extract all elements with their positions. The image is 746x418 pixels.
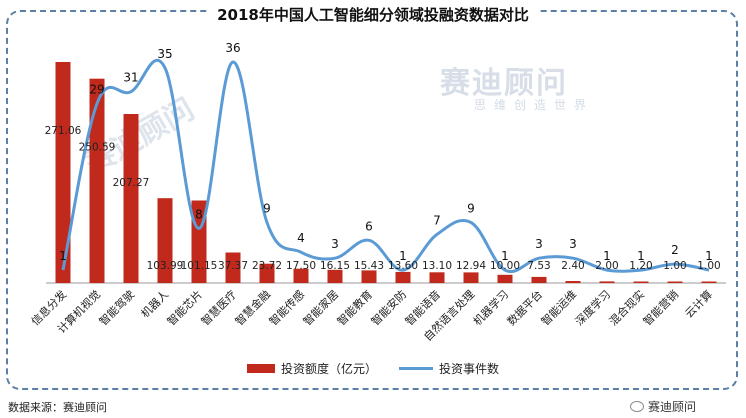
bar-1 [89,78,105,283]
bar-value-label-9: 15.43 [354,260,384,272]
bar-5 [225,252,241,283]
x-tick-label-15: 智能运维 [538,287,579,328]
brand-mark: 赛迪顾问 [630,398,696,415]
bar-value-label-17: 1.20 [629,260,652,272]
bar-8 [327,269,343,283]
legend-label-investment: 投资额度（亿元） [280,362,377,376]
wechat-icon [630,401,644,412]
watermark-main: 赛迪顾问 [440,66,568,101]
bar-value-label-7: 17.50 [286,260,316,272]
x-tick-label-8: 智能家居 [300,287,341,328]
bar-value-label-2: 207.27 [113,177,150,189]
legend: 投资额度（亿元） 投资事件数 [0,360,746,377]
bar-15 [565,281,581,283]
event-count-label-5: 36 [225,41,240,55]
x-tick-label-7: 智能传感 [266,287,307,328]
event-count-label-1: 29 [89,83,104,97]
x-tick-label-14: 数据平台 [504,287,545,328]
x-tick-label-6: 智慧金融 [232,287,273,328]
bar-16 [599,281,615,283]
bar-value-label-12: 12.94 [456,260,486,272]
event-count-label-11: 7 [433,213,441,227]
events-line [61,58,710,274]
bar-14 [531,276,547,283]
bar-6 [259,263,275,283]
event-count-label-8: 3 [331,237,339,251]
bar-value-label-4: 101.15 [181,260,218,272]
event-count-label-3: 35 [157,47,172,61]
bar-value-label-16: 2.00 [595,260,618,272]
legend-label-events: 投资事件数 [439,362,500,376]
x-tick-label-2: 智能驾驶 [96,287,137,328]
event-count-label-19: 1 [705,249,713,263]
bar-value-label-10: 13.60 [388,260,418,272]
event-count-label-14: 3 [535,237,543,251]
event-count-label-10: 1 [399,249,407,263]
legend-bar-swatch [246,364,275,373]
x-tick-label-19: 云计算 [682,287,715,320]
bar-value-label-19: 1.00 [697,260,720,272]
event-count-label-4: 8 [195,207,203,221]
x-tick-label-13: 机器学习 [470,287,511,328]
bar-value-label-3: 103.99 [147,260,184,272]
x-tick-label-18: 智能营销 [640,287,681,328]
event-count-label-15: 3 [569,237,577,251]
bar-value-label-11: 13.10 [422,260,452,272]
legend-item-investment: 投资额度（亿元） [246,360,377,377]
bar-13 [497,274,513,283]
bar-value-label-15: 2.40 [561,260,584,272]
watermark-sub: 思维创造世界 [474,98,595,112]
event-count-label-13: 1 [501,249,509,263]
bar-19 [701,281,717,283]
bar-3 [157,198,173,283]
bar-0 [55,62,71,283]
bar-10 [395,271,411,283]
bar-7 [293,268,309,283]
event-count-label-9: 6 [365,219,373,233]
bar-value-label-8: 16.15 [320,260,350,272]
event-count-label-0: 1 [59,249,67,263]
x-tick-label-10: 智能安防 [368,287,409,328]
bar-9 [361,270,377,283]
x-tick-label-5: 智慧医疗 [198,287,239,328]
event-count-label-6: 9 [263,202,271,216]
event-count-label-17: 1 [637,249,645,263]
chart-title: 2018年中国人工智能细分领域投融资数据对比 [0,4,746,25]
bar-value-label-0: 271.06 [45,125,82,137]
x-tick-label-4: 智能芯片 [164,287,205,328]
legend-line-swatch [399,367,433,370]
data-source: 数据来源：赛迪顾问 [8,401,107,414]
x-tick-label-16: 深度学习 [572,287,613,328]
bar-12 [463,272,479,283]
x-tick-label-17: 混合现实 [606,287,647,328]
bar-11 [429,272,445,283]
bar-value-label-5: 37.37 [218,260,248,272]
brand-label: 赛迪顾问 [648,400,697,414]
bar-value-label-14: 7.53 [527,260,550,272]
bar-17 [633,281,649,283]
bar-value-label-6: 23.72 [252,260,282,272]
event-count-label-12: 9 [467,202,475,216]
bar-value-label-1: 250.59 [79,142,116,154]
event-count-label-7: 4 [297,231,305,245]
bar-value-label-18: 1.00 [663,260,686,272]
x-tick-label-9: 智能教育 [334,287,375,328]
legend-item-events: 投资事件数 [399,360,499,377]
bar-2 [123,114,139,283]
bar-18 [667,281,683,283]
event-count-label-2: 31 [123,71,138,85]
event-count-label-16: 1 [603,249,611,263]
bar-value-label-13: 10.00 [490,260,520,272]
event-count-label-18: 2 [671,243,679,257]
x-tick-label-3: 机器人 [138,287,171,320]
